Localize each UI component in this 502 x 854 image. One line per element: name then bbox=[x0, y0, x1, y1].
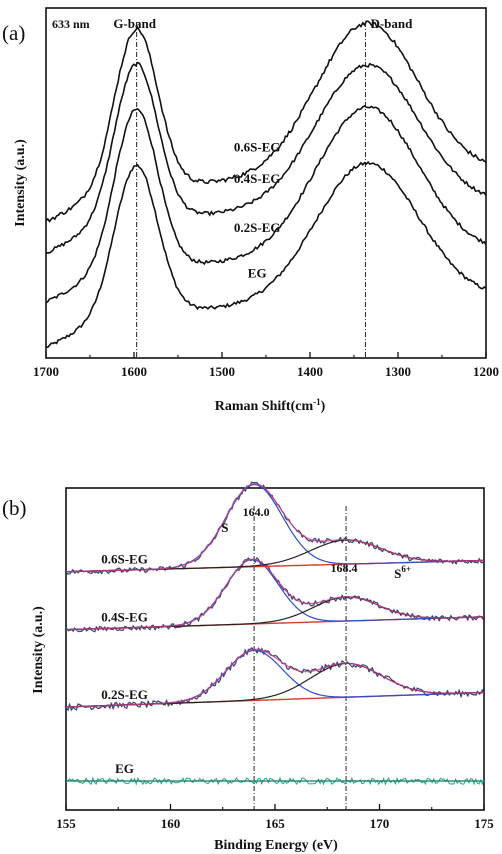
panel-a-tick-label: 1600 bbox=[121, 364, 147, 379]
panel-a-series-label: EG bbox=[248, 266, 267, 281]
panel-b-peak-labels: 164.0 168.4 S S6+ bbox=[221, 505, 411, 581]
panel-a-tick-label: 1500 bbox=[209, 364, 235, 379]
panel-a-series-curve bbox=[45, 61, 487, 255]
panel-b-reference-lines bbox=[253, 506, 347, 810]
panel-a-tick-label: 1300 bbox=[385, 364, 411, 379]
panel-b-tick-label: 155 bbox=[56, 816, 76, 831]
panel-b-fit-envelope bbox=[65, 558, 484, 631]
panel-b-curves bbox=[65, 481, 486, 786]
panel-a-x-axis-label-sup: -1 bbox=[313, 397, 321, 407]
panel-a-series-labels: EG 0.2S-EG 0.4S-EG 0.6S-EG bbox=[234, 140, 281, 281]
panel-b-tick-label: 175 bbox=[474, 816, 494, 831]
panel-a-tick-label: 1200 bbox=[473, 364, 499, 379]
panel-a-tick-label: 1700 bbox=[33, 364, 59, 379]
panel-b-tick-label: 160 bbox=[161, 816, 181, 831]
panel-a-x-axis-label-close: ) bbox=[321, 399, 326, 414]
panel-b-peak-label: 168.4 bbox=[331, 561, 358, 575]
panel-a-tick-label: 1400 bbox=[297, 364, 323, 379]
panel-b-tick-label: 165 bbox=[265, 816, 285, 831]
panel-a-raman: (a) 633 nm 1700 1600 1500 1400 1300 1200 EG 0.… bbox=[2, 7, 499, 414]
panel-b-series-labels: EG 0.2S-EG 0.4S-EG 0.6S-EG bbox=[101, 552, 148, 776]
panel-a-series-curve bbox=[45, 160, 487, 349]
panel-b-species-label-s: S bbox=[221, 520, 228, 535]
panel-a-reference-lines bbox=[136, 22, 366, 358]
panel-a-curves bbox=[45, 20, 487, 349]
panel-a-label: (a) bbox=[2, 21, 25, 45]
panel-a-y-axis-label: Intensity (a.u.) bbox=[13, 139, 28, 227]
panel-b-fit-envelope bbox=[66, 483, 485, 573]
panel-b-label: (b) bbox=[2, 496, 27, 520]
panel-a-x-axis-label: Raman Shift(cm-1) bbox=[215, 397, 326, 414]
panel-a-band-labels: G-band D-band bbox=[113, 16, 413, 31]
panel-b-series-label: 0.4S-EG bbox=[101, 610, 148, 625]
panel-b-series-label: EG bbox=[115, 761, 134, 776]
panel-b-fit-envelope bbox=[65, 648, 484, 708]
panel-b-peak-label: 164.0 bbox=[243, 505, 270, 519]
panel-b-series-label: 0.2S-EG bbox=[101, 687, 148, 702]
panel-b-tick-label: 170 bbox=[370, 816, 390, 831]
panel-a-band-label: D-band bbox=[370, 16, 413, 31]
panel-b-species-label-s6: S6+ bbox=[394, 564, 411, 581]
panel-b-x-ticks: 155 160 165 170 175 bbox=[56, 804, 494, 831]
panel-b-xps: (b) 155 160 165 170 175 EG 0.2S-EG 0.4S-EG 0.6S… bbox=[2, 481, 494, 853]
panel-a-series-curve bbox=[45, 20, 487, 223]
panel-a-band-label: G-band bbox=[113, 16, 156, 31]
panel-a-wavelength-annotation: 633 nm bbox=[52, 17, 90, 31]
panel-a-series-curve bbox=[45, 104, 487, 304]
panel-a-x-axis-label-main: Raman Shift(cm bbox=[215, 399, 314, 414]
panel-b-y-axis-label: Intensity (a.u.) bbox=[31, 606, 46, 694]
panel-a-series-label: 0.4S-EG bbox=[234, 171, 281, 186]
panel-b-x-axis-label: Binding Energy (eV) bbox=[214, 838, 338, 853]
panel-a-series-label: 0.6S-EG bbox=[234, 140, 281, 155]
panel-a-series-label: 0.2S-EG bbox=[234, 220, 281, 235]
panel-b-series-label: 0.6S-EG bbox=[101, 552, 148, 567]
panel-a-x-ticks: 1700 1600 1500 1400 1300 1200 bbox=[33, 352, 499, 379]
